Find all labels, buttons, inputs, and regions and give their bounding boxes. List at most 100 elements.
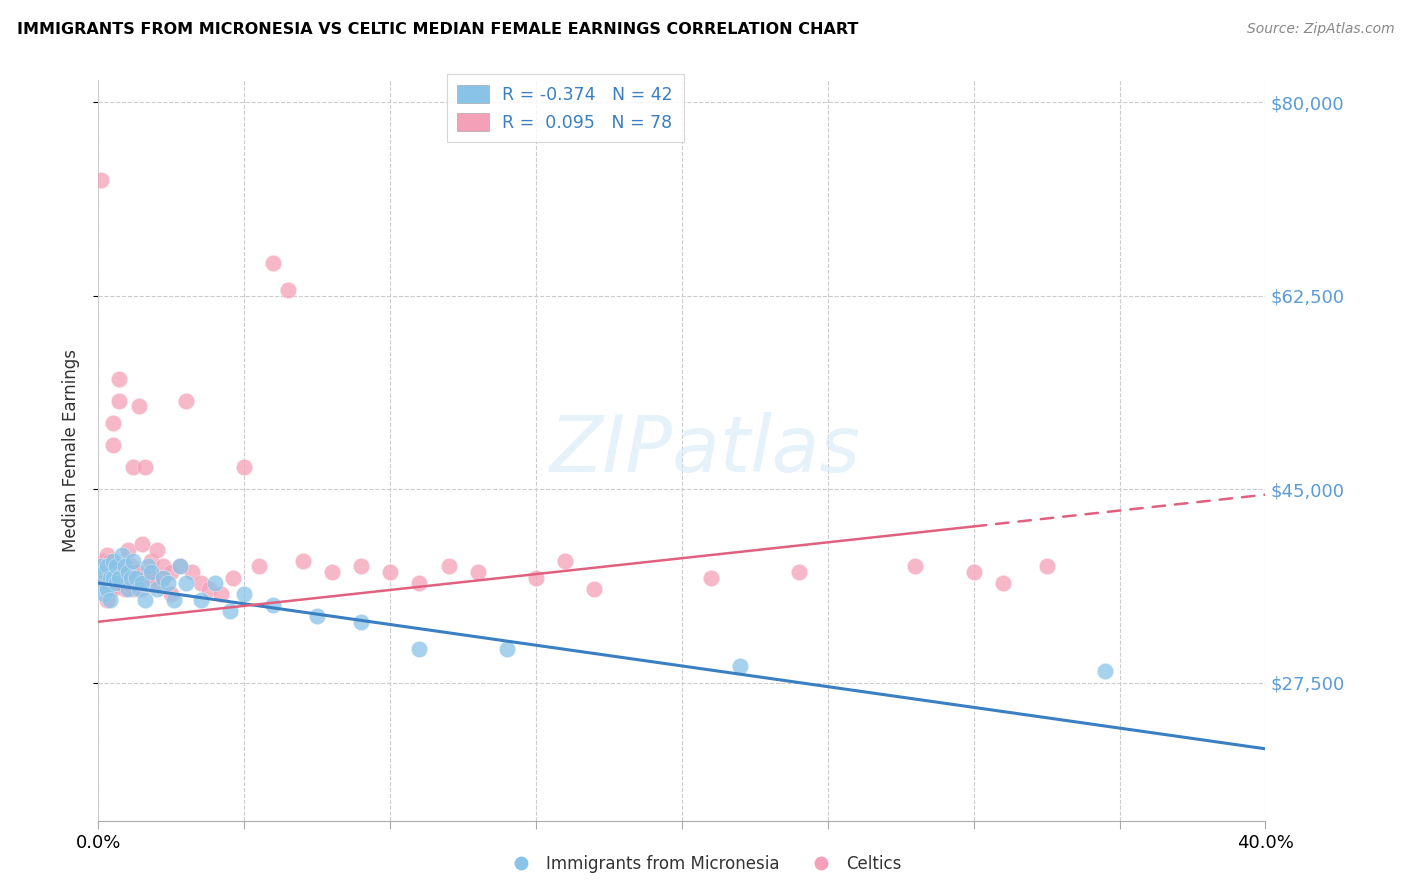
- Point: [122, 582, 145, 596]
- Point: [101, 416, 124, 430]
- Point: [104, 559, 127, 574]
- Point: [120, 565, 142, 579]
- Point: [787, 565, 810, 579]
- Point: [962, 565, 984, 579]
- Point: [221, 570, 243, 584]
- Point: [467, 565, 489, 579]
- Point: [169, 559, 191, 574]
- Text: IMMIGRANTS FROM MICRONESIA VS CELTIC MEDIAN FEMALE EARNINGS CORRELATION CHART: IMMIGRANTS FROM MICRONESIA VS CELTIC MED…: [17, 22, 858, 37]
- Point: [96, 592, 118, 607]
- Legend: Immigrants from Micronesia, Celtics: Immigrants from Micronesia, Celtics: [498, 848, 908, 880]
- Point: [583, 582, 606, 596]
- Point: [524, 570, 547, 584]
- Point: [104, 570, 127, 584]
- Point: [93, 554, 115, 568]
- Point: [134, 592, 156, 607]
- Point: [98, 570, 121, 584]
- Point: [247, 559, 270, 574]
- Point: [117, 576, 139, 591]
- Point: [139, 570, 162, 584]
- Point: [120, 559, 142, 574]
- Point: [93, 576, 115, 591]
- Point: [90, 559, 112, 574]
- Point: [991, 576, 1014, 591]
- Point: [157, 576, 180, 591]
- Point: [131, 570, 153, 584]
- Point: [174, 576, 197, 591]
- Point: [93, 565, 115, 579]
- Point: [174, 393, 197, 408]
- Point: [190, 576, 212, 591]
- Point: [122, 554, 145, 568]
- Point: [125, 565, 148, 579]
- Point: [108, 576, 131, 591]
- Point: [96, 565, 118, 579]
- Point: [104, 559, 127, 574]
- Point: [122, 460, 145, 475]
- Point: [209, 587, 232, 601]
- Point: [307, 609, 329, 624]
- Point: [218, 604, 240, 618]
- Point: [117, 570, 139, 584]
- Point: [554, 554, 576, 568]
- Point: [136, 559, 159, 574]
- Point: [1094, 665, 1116, 679]
- Point: [101, 582, 124, 596]
- Point: [125, 565, 148, 579]
- Point: [198, 582, 221, 596]
- Point: [904, 559, 927, 574]
- Point: [163, 592, 186, 607]
- Point: [120, 570, 142, 584]
- Point: [131, 576, 153, 591]
- Point: [98, 582, 121, 596]
- Point: [350, 615, 373, 629]
- Text: Source: ZipAtlas.com: Source: ZipAtlas.com: [1247, 22, 1395, 37]
- Point: [128, 582, 150, 596]
- Text: ZIPatlas: ZIPatlas: [550, 412, 860, 489]
- Point: [139, 554, 162, 568]
- Point: [152, 570, 174, 584]
- Point: [142, 570, 165, 584]
- Point: [117, 582, 139, 596]
- Point: [111, 570, 134, 584]
- Point: [114, 559, 136, 574]
- Point: [131, 537, 153, 551]
- Point: [93, 587, 115, 601]
- Point: [111, 549, 134, 563]
- Point: [146, 576, 169, 591]
- Point: [152, 559, 174, 574]
- Point: [98, 554, 121, 568]
- Y-axis label: Median Female Earnings: Median Female Earnings: [62, 349, 80, 552]
- Point: [90, 576, 112, 591]
- Point: [134, 460, 156, 475]
- Point: [117, 565, 139, 579]
- Point: [291, 554, 314, 568]
- Point: [496, 642, 519, 657]
- Point: [131, 582, 153, 596]
- Point: [104, 576, 127, 591]
- Point: [96, 582, 118, 596]
- Legend: R = -0.374   N = 42, R =  0.095   N = 78: R = -0.374 N = 42, R = 0.095 N = 78: [447, 74, 683, 142]
- Point: [117, 565, 139, 579]
- Point: [114, 576, 136, 591]
- Point: [96, 549, 118, 563]
- Point: [90, 570, 112, 584]
- Point: [104, 570, 127, 584]
- Point: [730, 659, 752, 673]
- Point: [169, 559, 191, 574]
- Point: [204, 576, 226, 591]
- Point: [108, 393, 131, 408]
- Point: [90, 172, 112, 186]
- Point: [117, 542, 139, 557]
- Point: [108, 570, 131, 584]
- Point: [160, 587, 183, 601]
- Point: [101, 554, 124, 568]
- Point: [128, 399, 150, 413]
- Point: [262, 598, 284, 612]
- Point: [380, 565, 402, 579]
- Point: [111, 565, 134, 579]
- Point: [437, 559, 460, 574]
- Point: [233, 587, 256, 601]
- Point: [160, 565, 183, 579]
- Point: [700, 570, 723, 584]
